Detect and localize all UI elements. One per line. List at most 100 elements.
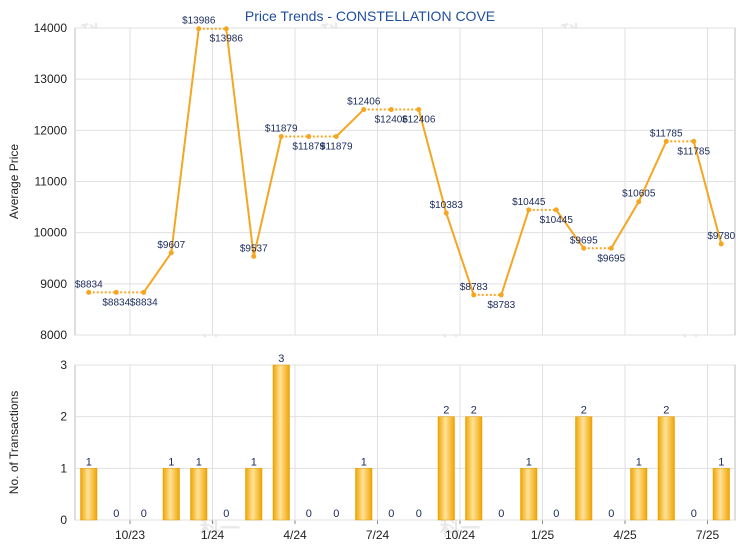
price-point	[443, 210, 449, 216]
price-point	[333, 134, 339, 140]
transaction-bar-label: 0	[553, 508, 559, 520]
price-point	[168, 250, 174, 256]
transaction-bar-label: 0	[691, 508, 697, 520]
y-tick-label: 14000	[34, 21, 68, 35]
price-point	[416, 107, 422, 113]
price-point-label: $12406	[347, 97, 381, 108]
y-tick-label: 11000	[35, 175, 68, 189]
x-tick-label: 7/25	[696, 528, 720, 542]
transaction-bar-label: 1	[718, 456, 724, 468]
transaction-bar-label: 1	[86, 456, 92, 468]
transaction-bar-label: 1	[251, 456, 257, 468]
price-line-segment	[225, 28, 255, 257]
y-axis-label-transactions: No. of Transactions	[7, 391, 21, 494]
transaction-bar-label: 2	[443, 405, 449, 417]
y-tick-label: 1	[60, 461, 67, 475]
price-point	[498, 292, 504, 298]
transaction-bar	[630, 468, 648, 521]
price-point	[223, 26, 229, 32]
y-tick-label: 2	[60, 410, 67, 424]
price-point	[608, 245, 614, 251]
price-line-segment	[637, 140, 668, 203]
price-point-label: $12406	[402, 115, 436, 126]
price-point-label: $12406	[375, 115, 409, 126]
price-point	[196, 26, 202, 32]
transaction-bar-label: 0	[223, 508, 229, 520]
price-line-segment	[335, 108, 365, 138]
price-point-label: $8783	[460, 282, 488, 293]
price-point-label: $9780	[707, 231, 735, 242]
transaction-bar	[657, 416, 675, 521]
x-tick-label: 10/24	[445, 528, 475, 542]
transaction-bar-label: 0	[113, 508, 119, 520]
price-line-segment	[500, 209, 530, 296]
transaction-bar	[520, 468, 538, 521]
transaction-bar-label: 0	[388, 508, 394, 520]
transaction-bar	[80, 468, 98, 521]
price-point	[388, 107, 394, 113]
transaction-bar	[437, 416, 455, 521]
price-point	[691, 138, 697, 144]
y-axis-label-price: Average Price	[7, 144, 21, 219]
transactions-bar-panel: 10/23 1/24 4/24 7/24 10/24 1/25 4/25 7/25 0 1 2 3 No…	[7, 353, 736, 542]
transaction-bar-label: 2	[471, 405, 477, 417]
transaction-bar-label: 3	[278, 353, 284, 365]
price-point	[636, 199, 642, 205]
price-point	[718, 241, 724, 247]
y-tick-label: 9000	[40, 277, 67, 291]
transaction-bar-label: 0	[306, 508, 312, 520]
y-tick-label: 10000	[34, 226, 68, 240]
price-point	[306, 134, 312, 140]
price-line-segment	[445, 212, 475, 296]
transaction-bar	[162, 468, 180, 521]
transaction-bar	[245, 468, 263, 521]
price-line-segment	[252, 136, 283, 257]
price-point-label: $8834	[102, 297, 130, 308]
price-point-label: $13986	[182, 16, 216, 27]
price-point	[278, 134, 284, 140]
y-tick-label: 8000	[40, 328, 67, 342]
price-point-label: $8783	[487, 300, 515, 311]
price-point	[113, 289, 119, 295]
price-point-label: $11785	[677, 146, 710, 157]
price-point-label: $11879	[265, 124, 298, 135]
price-point-label: $8834	[130, 297, 158, 308]
price-line-segment	[142, 252, 173, 293]
y-tick-label: 12000	[34, 123, 68, 137]
price-point-label: $9607	[157, 240, 185, 251]
transaction-bar-label: 0	[141, 508, 147, 520]
price-line-segment	[610, 201, 640, 249]
x-tick-label: 10/23	[115, 528, 145, 542]
price-point-label: $10445	[540, 215, 574, 226]
x-tick-label: 1/24	[201, 528, 225, 542]
price-point-label: $11879	[292, 142, 325, 153]
price-line-segment	[692, 141, 723, 245]
price-point-label: $10383	[430, 200, 464, 211]
x-tick-label: 4/25	[613, 528, 637, 542]
transaction-bar-label: 1	[526, 456, 532, 468]
transaction-bar-label: 1	[196, 456, 202, 468]
price-point	[581, 245, 587, 251]
transaction-bar-label: 0	[608, 508, 614, 520]
transaction-bar-label: 0	[498, 508, 504, 520]
transaction-bar-label: 0	[333, 508, 339, 520]
transaction-bar	[190, 468, 208, 521]
price-point	[471, 292, 477, 298]
transaction-bar-label: 0	[416, 508, 422, 520]
price-point	[251, 253, 257, 259]
transaction-bar	[272, 364, 290, 521]
price-point-label: $9695	[597, 253, 625, 264]
transaction-bar-label: 1	[636, 456, 642, 468]
y-tick-label: 13000	[34, 72, 68, 86]
price-point-label: $8834	[75, 279, 103, 290]
price-point-label: $9537	[240, 243, 268, 254]
price-point-label: $9695	[570, 235, 598, 246]
x-tick-label: 1/25	[531, 528, 555, 542]
price-point	[141, 289, 147, 295]
transaction-bar-label: 1	[361, 456, 367, 468]
transaction-bar-label: 1	[168, 456, 174, 468]
price-point-label: $13986	[210, 34, 244, 45]
price-point	[86, 289, 92, 295]
chart-title: Price Trends - CONSTELLATION COVE	[245, 8, 495, 24]
